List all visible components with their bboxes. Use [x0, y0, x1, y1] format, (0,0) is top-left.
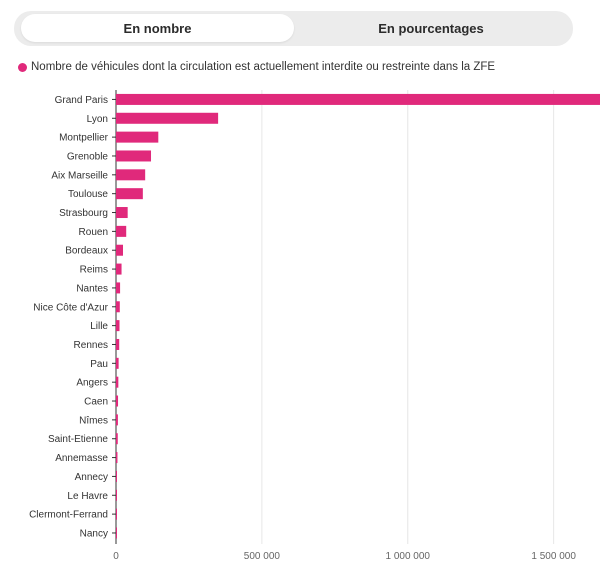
category-label: Grenoble: [67, 151, 109, 162]
bar: [116, 112, 219, 124]
category-label: Rennes: [74, 340, 108, 351]
bar: [116, 489, 117, 501]
bar: [116, 395, 119, 407]
category-label: Nancy: [80, 528, 108, 539]
bar: [116, 150, 152, 162]
category-label: Lille: [90, 321, 108, 332]
category-label: Lyon: [87, 114, 108, 125]
bar: [116, 225, 127, 237]
legend-label: Nombre de véhicules dont la circulation …: [31, 61, 496, 73]
category-label: Annecy: [75, 472, 108, 483]
category-label: Reims: [80, 265, 108, 276]
bar: [116, 357, 119, 369]
bar: [116, 207, 128, 219]
x-tick-label: 1 000 000: [386, 551, 431, 562]
x-tick-label: 500 000: [244, 551, 281, 562]
category-label: Angers: [76, 378, 108, 389]
category-label: Caen: [84, 397, 108, 408]
bar: [116, 338, 120, 350]
toggle-option-count[interactable]: En nombre: [21, 14, 294, 42]
bar: [116, 470, 117, 482]
bar: [116, 414, 118, 426]
bar: [116, 131, 159, 143]
bar: [116, 169, 146, 181]
category-label: Strasbourg: [59, 208, 108, 219]
bar: [116, 508, 117, 520]
legend-marker-icon: [18, 62, 27, 72]
category-label: Montpellier: [59, 133, 109, 144]
toggle-option-percent[interactable]: En pourcentages: [378, 20, 484, 36]
bar: [116, 376, 119, 388]
bar: [116, 320, 120, 332]
category-label: Nantes: [76, 283, 108, 294]
category-label: Aix Marseille: [51, 170, 108, 181]
bar: [116, 433, 118, 445]
bar: [116, 452, 118, 464]
category-label: Rouen: [79, 227, 108, 238]
category-label: Bordeaux: [65, 246, 108, 257]
bar: [116, 282, 121, 294]
chart-legend[interactable]: Nombre de véhicules dont la circulation …: [18, 59, 495, 75]
category-label: Grand Paris: [55, 95, 108, 106]
bar: [116, 527, 117, 539]
bar: [116, 244, 124, 256]
view-toggle: En nombre En pourcentages: [14, 11, 573, 46]
x-tick-label: 0: [113, 551, 119, 562]
category-label: Saint-Etienne: [48, 434, 108, 445]
category-label: Le Havre: [67, 491, 108, 502]
bar: [116, 93, 600, 105]
x-tick-label: 1 500 000: [531, 551, 576, 562]
bar: [116, 263, 122, 275]
category-label: Toulouse: [68, 189, 108, 200]
category-label: Pau: [90, 359, 108, 370]
category-label: Annemasse: [55, 453, 108, 464]
category-label: Clermont-Ferrand: [29, 510, 108, 521]
category-label: Nîmes: [79, 415, 108, 426]
bar: [116, 188, 143, 200]
bar: [116, 301, 120, 313]
category-label: Nice Côte d'Azur: [33, 302, 108, 313]
